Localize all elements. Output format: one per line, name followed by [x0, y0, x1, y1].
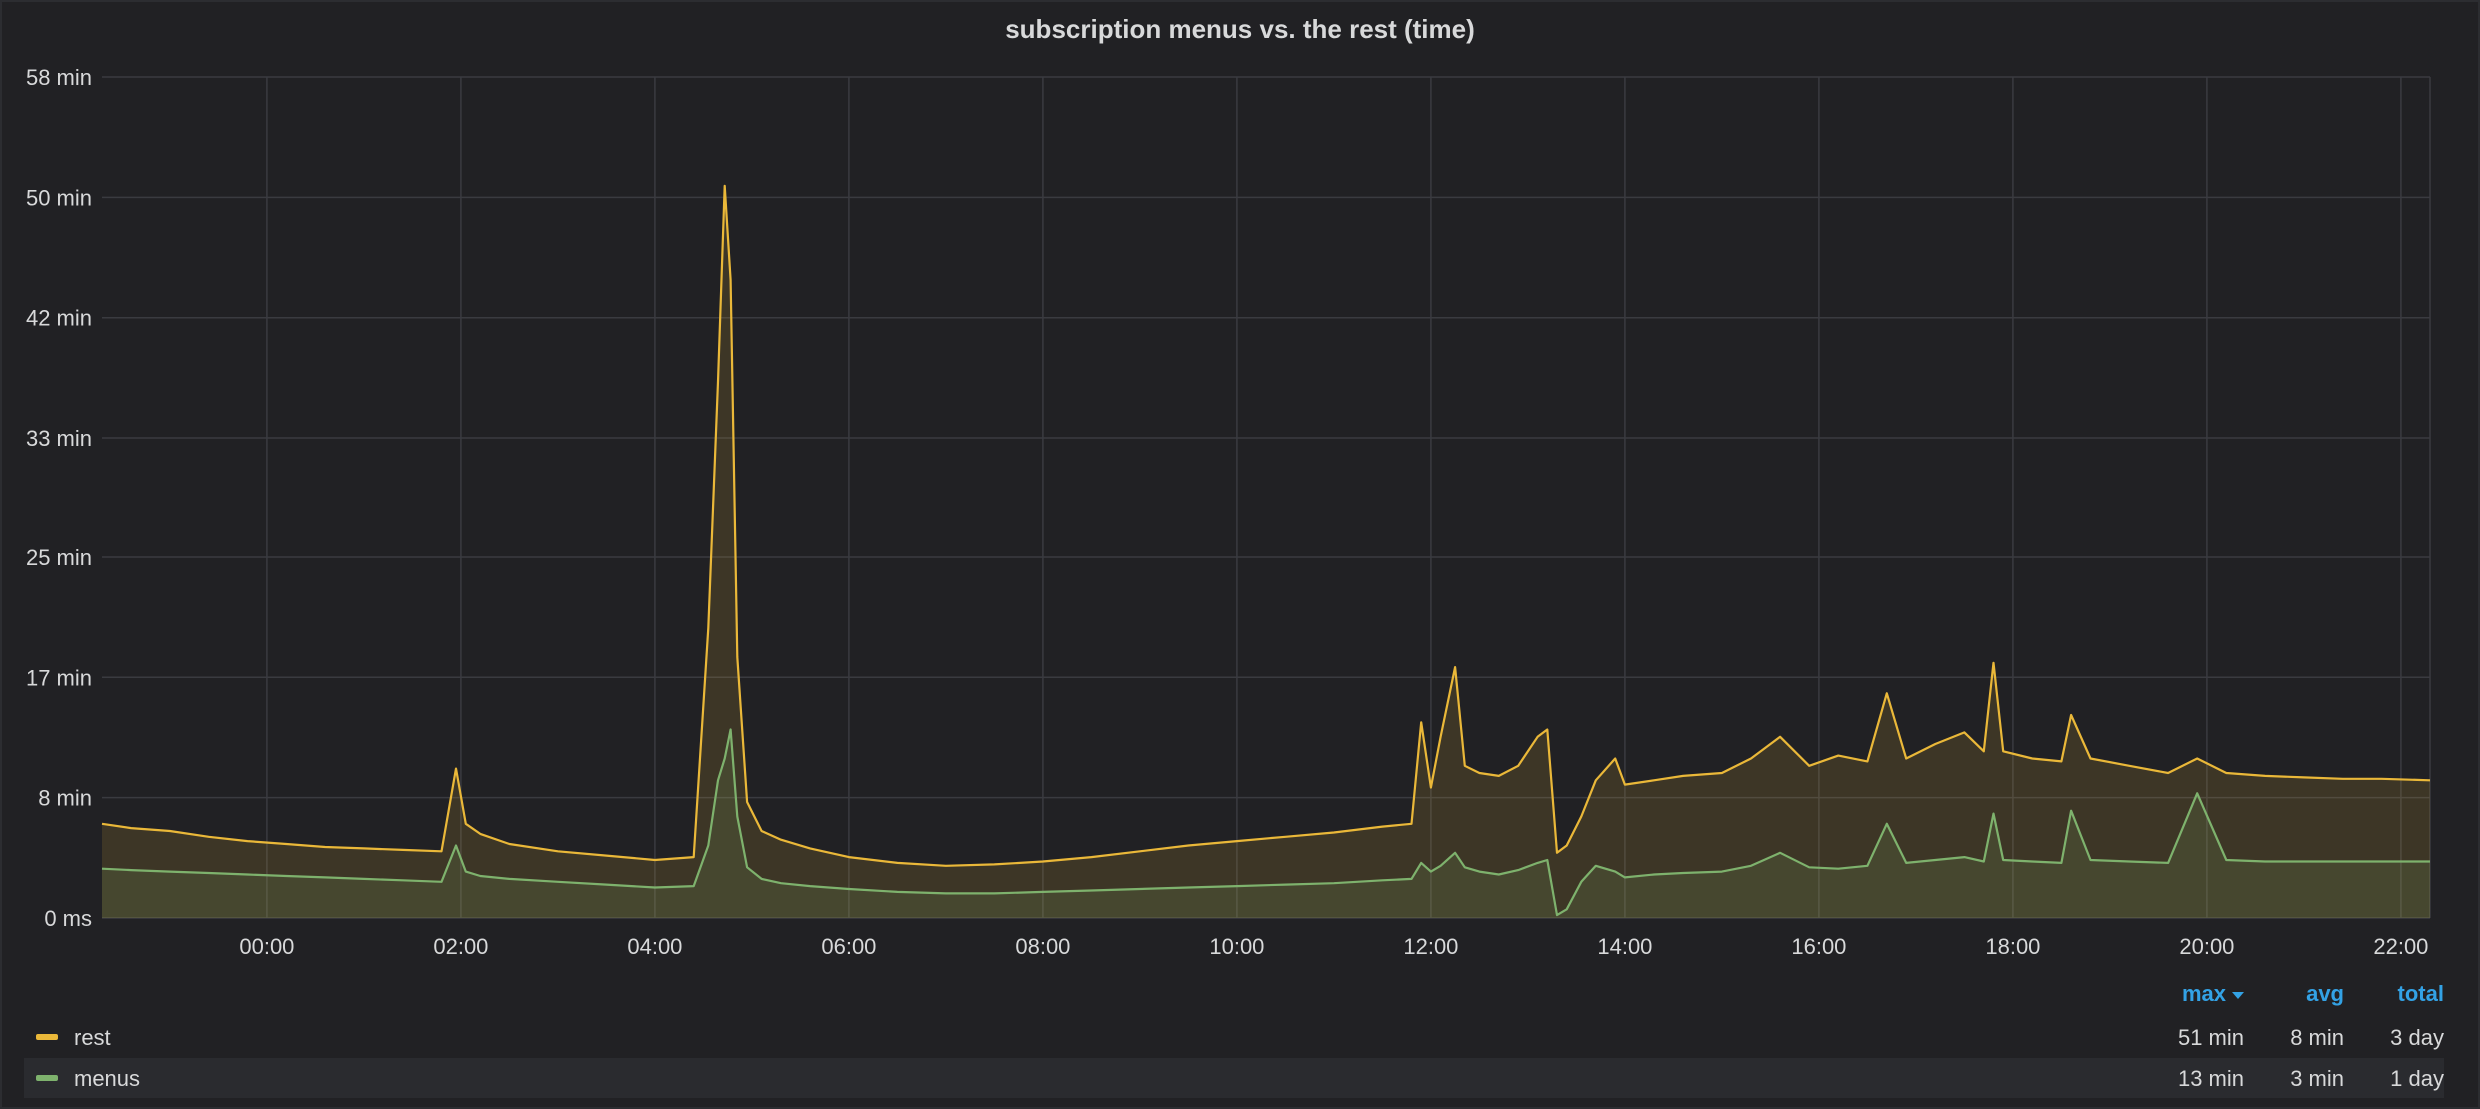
y-tick-label: 42 min: [26, 306, 92, 331]
legend-table: max avg total rest 51 min 8 min 3 day me…: [24, 977, 2444, 1099]
y-tick-label: 0 ms: [44, 906, 92, 931]
legend-column-total[interactable]: total: [2397, 981, 2444, 1006]
y-tick-label: 25 min: [26, 545, 92, 570]
x-tick-label: 08:00: [1015, 934, 1070, 959]
x-tick-label: 04:00: [627, 934, 682, 959]
x-tick-label: 10:00: [1209, 934, 1264, 959]
x-tick-label: 16:00: [1791, 934, 1846, 959]
legend-row-rest[interactable]: rest 51 min 8 min 3 day: [24, 1017, 2444, 1057]
y-tick-label: 50 min: [26, 185, 92, 210]
legend-column-avg[interactable]: avg: [2306, 981, 2344, 1006]
legend-series-name[interactable]: rest: [74, 1025, 111, 1050]
x-tick-label: 18:00: [1985, 934, 2040, 959]
series-areas: [102, 185, 2430, 919]
legend-swatch-menus[interactable]: [36, 1075, 58, 1081]
legend-series-name[interactable]: menus: [74, 1066, 141, 1091]
x-tick-label: 00:00: [239, 934, 294, 959]
y-axis-ticks: 0 ms 8 min 17 min 25 min 33 min 42 min 50 min 5…: [26, 65, 92, 931]
x-tick-label: 14:00: [1597, 934, 1652, 959]
x-tick-label: 22:00: [2373, 934, 2428, 959]
x-axis-ticks: 00:00 02:00 04:00 06:00 08:00 10:00 12:00 14:00…: [239, 934, 2428, 959]
y-tick-label: 58 min: [26, 65, 92, 90]
legend-max-value: 13 min: [2177, 1066, 2244, 1091]
legend-swatch-rest[interactable]: [36, 1034, 58, 1040]
grid-lines: [102, 76, 2431, 919]
legend-total-value: 1 day: [2390, 1066, 2444, 1091]
legend-avg-value: 8 min: [2290, 1025, 2344, 1050]
x-tick-label: 12:00: [1403, 934, 1458, 959]
x-tick-label: 02:00: [433, 934, 488, 959]
series-area-rest: [102, 185, 2430, 919]
legend-header: max avg total: [24, 977, 2444, 1017]
legend-column-max[interactable]: max: [2134, 981, 2244, 1007]
x-tick-label: 06:00: [821, 934, 876, 959]
legend-total-value: 3 day: [2390, 1025, 2444, 1050]
caret-down-icon: [2232, 991, 2244, 999]
series-line-menus: [101, 728, 2430, 917]
legend-max-value: 51 min: [2177, 1025, 2244, 1050]
series-area-menus: [102, 729, 2430, 918]
y-tick-label: 17 min: [26, 665, 92, 690]
legend-avg-value: 3 min: [2290, 1066, 2344, 1091]
panel-title[interactable]: subscription menus vs. the rest (time): [1005, 14, 1475, 44]
time-series-chart[interactable]: 0 ms 8 min 17 min 25 min 33 min 42 min 50 min 5…: [2, 2, 2478, 962]
y-tick-label: 33 min: [26, 426, 92, 451]
y-tick-label: 8 min: [38, 786, 92, 811]
series-line-rest: [101, 184, 2431, 867]
legend-row-menus[interactable]: menus 13 min 3 min 1 day: [24, 1058, 2444, 1098]
x-tick-label: 20:00: [2179, 934, 2234, 959]
series-lines: [101, 184, 2431, 917]
